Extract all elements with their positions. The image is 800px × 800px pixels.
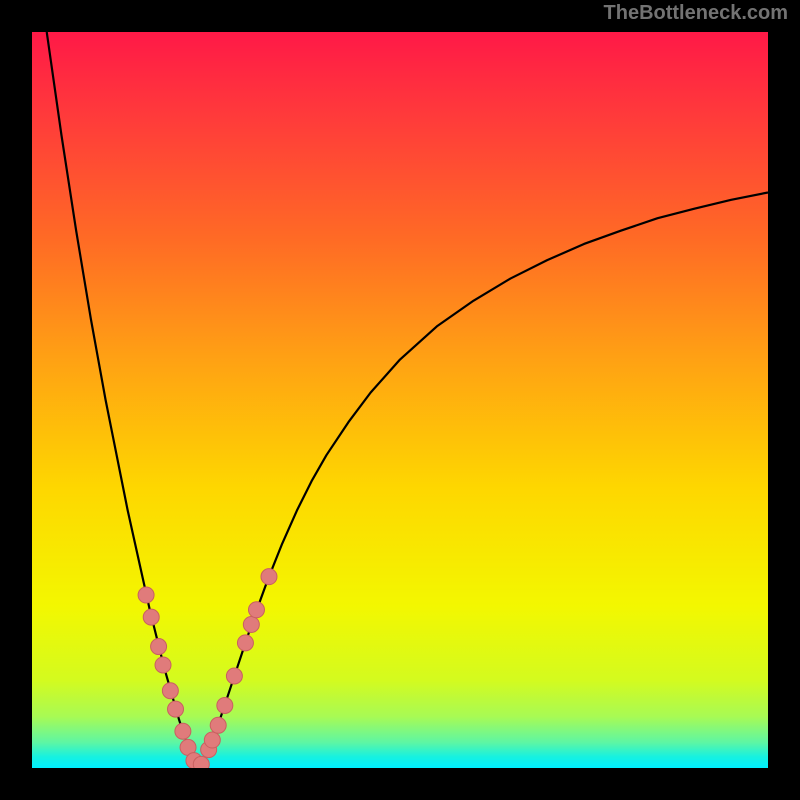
data-marker [261,569,277,585]
data-marker [143,609,159,625]
data-marker [162,683,178,699]
data-marker [175,723,191,739]
data-marker [217,697,233,713]
data-marker [226,668,242,684]
plot-area [32,32,768,768]
data-marker [243,616,259,632]
data-marker [210,717,226,733]
data-marker [151,639,167,655]
data-marker [193,756,209,768]
watermark-text: TheBottleneck.com [604,2,788,25]
chart-background [32,32,768,768]
data-marker [248,602,264,618]
data-marker [155,657,171,673]
data-marker [204,732,220,748]
chart-svg [32,32,768,768]
chart-frame: TheBottleneck.com [0,0,800,800]
data-marker [237,635,253,651]
data-marker [138,587,154,603]
data-marker [168,701,184,717]
